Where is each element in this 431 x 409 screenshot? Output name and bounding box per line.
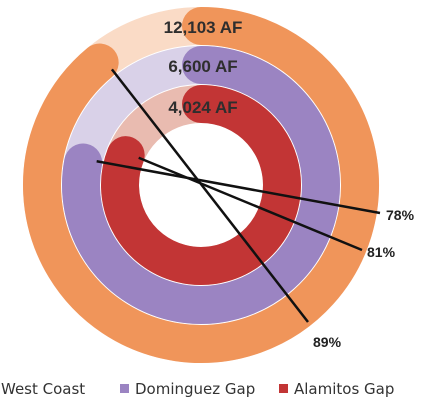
dominguez-gap-ring-arc [62, 46, 340, 324]
alamitos-gap-total-label: 4,024 AF [168, 98, 237, 117]
legend-swatch-dominguez-gap [120, 384, 129, 393]
dominguez-gap-total-label: 6,600 AF [168, 57, 237, 76]
alamitos-gap-ring-arc [101, 85, 301, 285]
legend-label-alamitos-gap: Alamitos Gap [294, 380, 394, 398]
west-coast-leader-line [110, 68, 309, 323]
west-coast-percent-label: 89% [313, 334, 342, 350]
ring-group [23, 7, 379, 363]
dominguez-gap-leader-line [96, 160, 381, 215]
legend-label-dominguez-gap: Dominguez Gap [135, 380, 255, 398]
legend-label-west-coast: West Coast [1, 380, 85, 398]
alamitos-gap-leader-line [138, 156, 363, 252]
west-coast-ring-arc [23, 7, 379, 363]
legend: West Coast Dominguez Gap Alamitos Gap [1, 380, 394, 398]
west-coast-total-label: 12,103 AF [164, 18, 243, 37]
dominguez-gap-percent-label: 78% [386, 207, 415, 223]
leader-line-group [96, 68, 381, 323]
legend-swatch-alamitos-gap [279, 384, 288, 393]
alamitos-gap-percent-label: 81% [367, 244, 396, 260]
